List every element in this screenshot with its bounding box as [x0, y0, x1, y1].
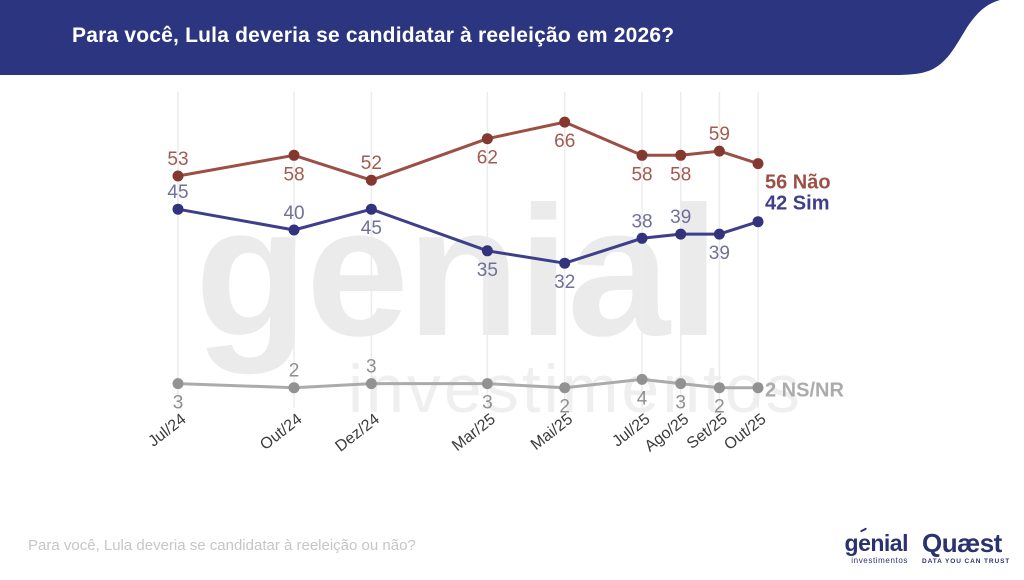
genial-logo-subtext: investimentos: [851, 556, 908, 565]
data-point-sim: [559, 257, 571, 269]
x-axis-label: Ago/25: [642, 411, 693, 456]
data-point-no: [365, 174, 377, 186]
data-point-sim: [636, 232, 648, 244]
data-label-no: 52: [361, 153, 382, 174]
data-label-sim: 38: [631, 211, 652, 232]
data-label-sim: 35: [477, 260, 498, 281]
data-point-nsnr: [713, 382, 725, 394]
data-point-sim: [481, 245, 493, 257]
data-label-sim: 32: [554, 272, 575, 293]
data-point-no: [675, 149, 687, 161]
banner-shape: [0, 0, 1000, 75]
data-label-no: 66: [554, 131, 575, 152]
data-label-no: 59: [709, 124, 730, 145]
data-point-no: [559, 116, 571, 128]
data-point-nsnr: [636, 373, 648, 385]
data-label-no: 53: [167, 149, 188, 170]
data-point-no: [481, 133, 493, 145]
x-axis-label: Jul/24: [145, 411, 189, 451]
x-axis-label: Mar/25: [449, 411, 499, 455]
data-point-sim: [713, 228, 725, 240]
data-label-no: 58: [631, 164, 652, 185]
data-label-sim: 39: [709, 243, 730, 264]
data-label-nsnr: 2: [714, 397, 725, 418]
data-label-no: 62: [477, 148, 498, 169]
genial-logo-text: genial: [844, 530, 909, 556]
data-label-nsnr: 4: [637, 388, 648, 409]
data-point-no: [636, 149, 648, 161]
series-end-label-no: 56 Não: [765, 172, 831, 194]
data-point-sim: [172, 203, 184, 215]
series-line-nsnr: [177, 377, 759, 390]
series-end-label-nsnr: 2 NS/NR: [765, 380, 844, 402]
genial-logo: genial investimentos: [836, 527, 909, 565]
x-axis-label: Out/25: [721, 411, 769, 454]
data-point-nsnr: [365, 378, 377, 390]
data-point-sim: [288, 224, 300, 236]
footer-question: Para você, Lula deveria se candidatar à …: [28, 537, 416, 554]
data-point-sim: [752, 216, 764, 228]
data-point-nsnr: [288, 382, 300, 394]
data-point-no: [288, 149, 300, 161]
data-point-sim: [675, 228, 687, 240]
data-label-nsnr: 2: [289, 361, 300, 382]
data-point-sim: [365, 203, 377, 215]
page-title: Para você, Lula deveria se candidatar à …: [72, 24, 675, 47]
data-point-nsnr: [559, 382, 571, 394]
data-point-nsnr: [675, 378, 687, 390]
data-point-nsnr: [481, 378, 493, 390]
series-end-label-sim: 42 Sim: [765, 193, 829, 215]
data-point-nsnr: [752, 382, 764, 394]
quaest-logo: Quæst DATA YOU CAN TRUST: [922, 530, 1010, 565]
data-label-nsnr: 3: [173, 393, 184, 414]
quaest-logo-text: Quæst: [922, 528, 1002, 558]
data-label-sim: 45: [167, 182, 188, 203]
quaest-logo-tagline: DATA YOU CAN TRUST: [922, 558, 1011, 565]
data-label-no: 58: [283, 164, 304, 185]
x-axis-label: Dez/24: [332, 411, 382, 456]
data-label-nsnr: 2: [559, 397, 570, 418]
data-label-nsnr: 3: [675, 393, 686, 414]
data-point-no: [752, 158, 764, 170]
data-label-sim: 45: [361, 218, 382, 239]
question-banner: Para você, Lula deveria se candidatar à …: [0, 0, 1024, 80]
data-label-sim: 40: [283, 203, 304, 224]
data-point-no: [713, 145, 725, 157]
x-axis-label: Out/24: [257, 411, 305, 454]
data-label-nsnr: 3: [482, 393, 493, 414]
data-label-nsnr: 3: [366, 357, 377, 378]
data-label-sim: 39: [670, 207, 691, 228]
data-point-no: [172, 170, 184, 182]
data-label-no: 58: [670, 164, 691, 185]
data-point-nsnr: [172, 378, 184, 390]
